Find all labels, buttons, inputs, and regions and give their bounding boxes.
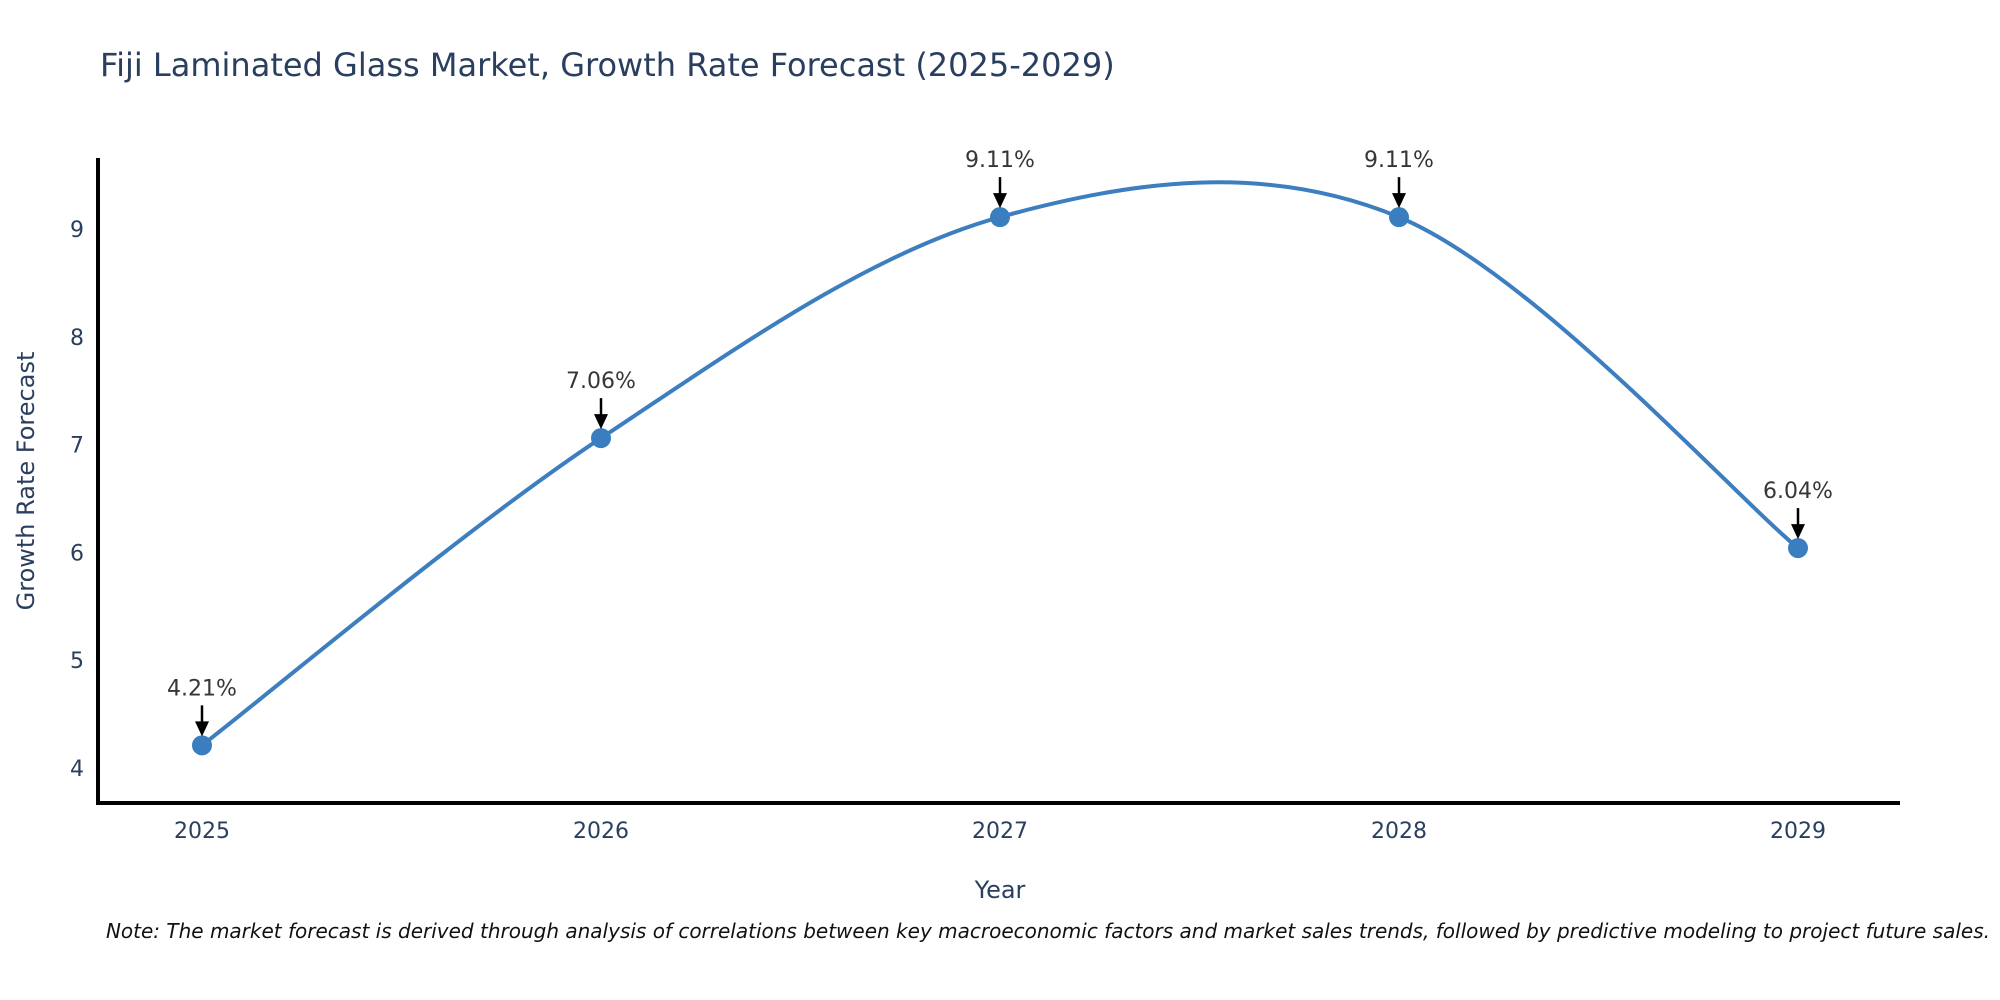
y-tick-label: 6 <box>70 541 84 566</box>
y-tick-label: 7 <box>70 434 84 459</box>
annotation-arrowhead-icon <box>993 193 1007 209</box>
chart-title: Fiji Laminated Glass Market, Growth Rate… <box>100 46 1115 84</box>
point-value-label: 9.11% <box>1364 148 1434 173</box>
annotation-arrowhead-icon <box>195 721 209 737</box>
data-point-marker <box>990 207 1010 228</box>
x-tick-label: 2025 <box>174 819 230 844</box>
point-annotation: 9.11% <box>965 148 1035 209</box>
y-tick-label: 8 <box>70 326 84 351</box>
y-tick-labels: 4 5 6 7 8 9 <box>70 218 84 782</box>
point-annotations: 4.21% 7.06% 9.11% 9.11% 6.04% <box>167 148 1833 737</box>
point-value-label: 6.04% <box>1763 479 1833 504</box>
forecast-line <box>200 180 1800 747</box>
y-tick-label: 9 <box>70 218 84 243</box>
annotation-arrowhead-icon <box>1392 193 1406 209</box>
annotation-arrowhead-icon <box>1791 524 1805 540</box>
y-axis-title: Growth Rate Forecast <box>12 352 40 611</box>
data-markers <box>192 207 1808 756</box>
data-point-marker <box>591 428 611 449</box>
point-value-label: 9.11% <box>965 148 1035 173</box>
x-tick-label: 2027 <box>972 819 1028 844</box>
data-point-marker <box>1788 538 1808 559</box>
y-tick-label: 5 <box>70 649 84 674</box>
x-tick-label: 2026 <box>573 819 629 844</box>
x-tick-label: 2029 <box>1770 819 1826 844</box>
point-annotation: 6.04% <box>1763 479 1833 540</box>
x-tick-label: 2028 <box>1371 819 1427 844</box>
x-tick-labels: 2025 2026 2027 2028 2029 <box>174 819 1826 844</box>
y-tick-label: 4 <box>70 757 84 782</box>
point-annotation: 9.11% <box>1364 148 1434 209</box>
x-axis-title: Year <box>974 876 1026 904</box>
x-axis: 2025 2026 2027 2028 2029 Year <box>96 801 1900 904</box>
data-point-marker <box>1389 207 1409 228</box>
data-point-marker <box>192 735 212 756</box>
point-annotation: 7.06% <box>566 369 636 430</box>
point-annotation: 4.21% <box>167 676 237 737</box>
footnote: Note: The market forecast is derived thr… <box>106 919 1990 943</box>
point-value-label: 4.21% <box>167 676 237 701</box>
annotation-arrowhead-icon <box>594 414 608 430</box>
y-axis: 4 5 6 7 8 9 Growth Rate Forecast <box>12 158 100 805</box>
point-value-label: 7.06% <box>566 369 636 394</box>
